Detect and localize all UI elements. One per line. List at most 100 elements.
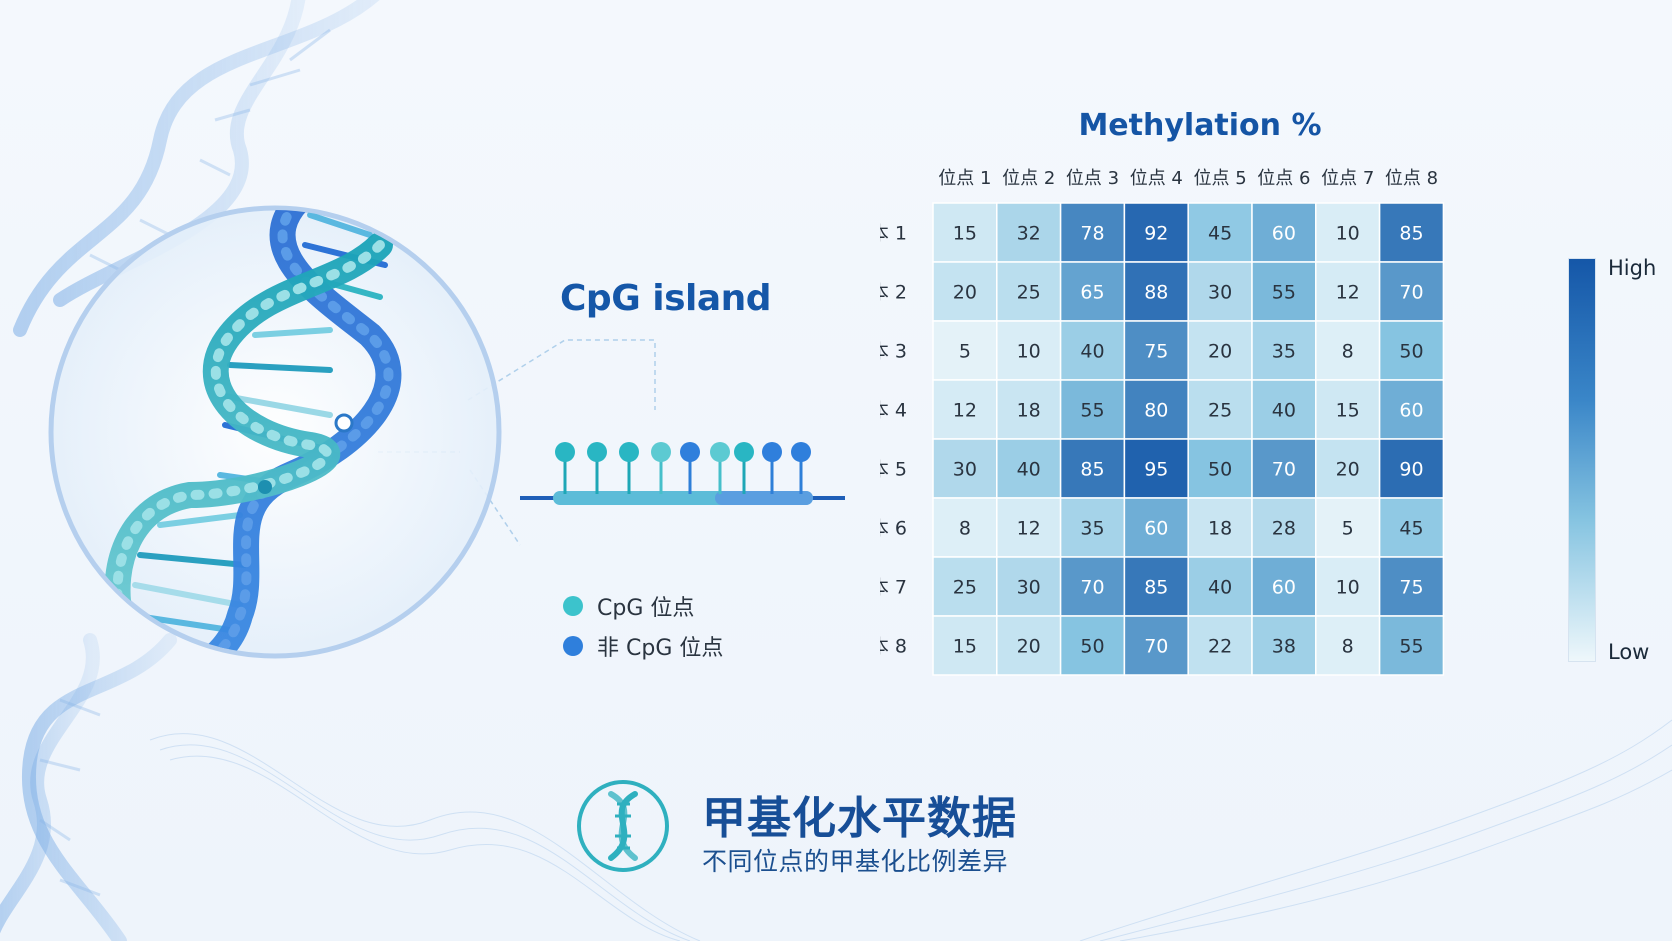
cell-value: 30 xyxy=(953,459,977,481)
cell-value: 35 xyxy=(1272,341,1296,363)
non-cpg-dot-icon xyxy=(563,636,583,656)
heatmap-cell xyxy=(1378,320,1445,381)
cell-value: 18 xyxy=(1208,518,1232,540)
heatmap-cell xyxy=(1251,320,1317,381)
heatmap-cell xyxy=(1251,438,1317,499)
cell-value: 85 xyxy=(1080,459,1104,481)
row-label: 样本 7 xyxy=(880,577,907,599)
legend-item-non-cpg: 非 CpG 位点 xyxy=(563,630,723,662)
cell-value: 55 xyxy=(1399,636,1423,658)
heatmap-cell xyxy=(932,379,998,440)
heatmap-cell xyxy=(1059,497,1126,558)
heatmap-cell xyxy=(996,202,1062,263)
heatmap-cell xyxy=(1251,379,1317,440)
cell-value: 12 xyxy=(953,400,977,422)
heatmap-title: Methylation % xyxy=(1078,108,1322,143)
row-label: 样本 8 xyxy=(880,636,907,658)
heatmap-cell xyxy=(996,438,1062,499)
heatmap-cell xyxy=(1187,379,1253,440)
cell-value: 5 xyxy=(1342,518,1354,540)
cell-value: 40 xyxy=(1208,577,1232,599)
heatmap-cell xyxy=(996,379,1062,440)
cell-value: 15 xyxy=(953,223,977,245)
cell-value: 60 xyxy=(1272,577,1296,599)
cell-value: 5 xyxy=(959,341,971,363)
heatmap-cell xyxy=(1187,261,1253,322)
cell-value: 40 xyxy=(1017,459,1041,481)
cell-value: 55 xyxy=(1080,400,1104,422)
cell-value: 40 xyxy=(1272,400,1296,422)
heatmap-cell xyxy=(1315,261,1381,322)
heatmap-cell xyxy=(1059,320,1126,381)
heatmap-cell xyxy=(1378,497,1445,558)
column-label: 位点 6 xyxy=(1257,168,1310,189)
heatmap-cell xyxy=(1378,261,1445,322)
cell-value: 45 xyxy=(1208,223,1232,245)
cell-value: 70 xyxy=(1272,459,1296,481)
row-label: 样本 6 xyxy=(880,518,907,540)
cell-value: 70 xyxy=(1399,282,1423,304)
heatmap-cell xyxy=(1251,202,1317,263)
cell-value: 78 xyxy=(1080,223,1104,245)
cell-value: 10 xyxy=(1336,577,1360,599)
heatmap-cell xyxy=(1315,556,1381,617)
heatmap-cell xyxy=(1315,379,1381,440)
cell-value: 80 xyxy=(1144,400,1168,422)
cell-value: 60 xyxy=(1144,518,1168,540)
cell-value: 50 xyxy=(1208,459,1232,481)
cell-value: 75 xyxy=(1144,341,1168,363)
dna-magnifier xyxy=(48,205,502,659)
cell-value: 28 xyxy=(1272,518,1296,540)
cell-value: 50 xyxy=(1399,341,1423,363)
heatmap-cell xyxy=(1315,497,1381,558)
marker-icon xyxy=(334,413,354,433)
legend-label: 非 CpG 位点 xyxy=(597,636,724,661)
heatmap-cell xyxy=(1378,202,1445,263)
legend-item-cpg: CpG 位点 xyxy=(563,590,694,622)
row-label: 样本 3 xyxy=(880,341,907,363)
heatmap-cell xyxy=(1315,615,1381,676)
cpg-dot-icon xyxy=(563,596,583,616)
heatmap-cell xyxy=(1251,615,1317,676)
heatmap-cell xyxy=(1123,615,1189,676)
cell-value: 50 xyxy=(1080,636,1104,658)
footer-title: 甲基化水平数据 xyxy=(702,793,1017,844)
colorbar-high-label: High xyxy=(1608,256,1657,280)
cell-value: 60 xyxy=(1399,400,1423,422)
cell-value: 90 xyxy=(1399,459,1423,481)
heatmap-cell xyxy=(932,320,998,381)
cell-value: 92 xyxy=(1144,223,1168,245)
cell-value: 8 xyxy=(1342,636,1354,658)
column-label: 位点 2 xyxy=(1002,168,1055,189)
colorbar-low-label: Low xyxy=(1608,640,1650,664)
heatmap-cell xyxy=(1187,615,1253,676)
cpg-strip-diagram xyxy=(520,442,845,505)
cell-value: 95 xyxy=(1144,459,1168,481)
cell-value: 60 xyxy=(1272,223,1296,245)
cell-value: 85 xyxy=(1144,577,1168,599)
heatmap-cell xyxy=(1251,497,1317,558)
heatmap-cell xyxy=(1123,556,1189,617)
cell-value: 20 xyxy=(1336,459,1360,481)
cell-value: 55 xyxy=(1272,282,1296,304)
heatmap-cell xyxy=(1187,320,1253,381)
heatmap-cell xyxy=(932,497,998,558)
cell-value: 40 xyxy=(1080,341,1104,363)
heatmap-cell xyxy=(1123,320,1189,381)
column-label: 位点 3 xyxy=(1066,168,1119,189)
cell-value: 25 xyxy=(953,577,977,599)
cell-value: 20 xyxy=(1208,341,1232,363)
heatmap-cell xyxy=(1123,438,1189,499)
heatmap-cell xyxy=(1378,379,1445,440)
heatmap-cell xyxy=(1059,615,1126,676)
heatmap-cell xyxy=(1315,438,1381,499)
cell-value: 12 xyxy=(1336,282,1360,304)
row-label: 样本 2 xyxy=(880,282,907,304)
cell-value: 22 xyxy=(1208,636,1232,658)
methylation-heatmap: 位点 1 位点 2 位点 3 位点 4 位点 5 位点 6 位点 7 位点 8 样本 1 样本 2… xyxy=(880,168,1445,676)
cell-value: 65 xyxy=(1080,282,1104,304)
heatmap-cell xyxy=(1059,556,1126,617)
column-label: 位点 5 xyxy=(1194,168,1247,189)
cell-value: 10 xyxy=(1017,341,1041,363)
cell-value: 30 xyxy=(1017,577,1041,599)
